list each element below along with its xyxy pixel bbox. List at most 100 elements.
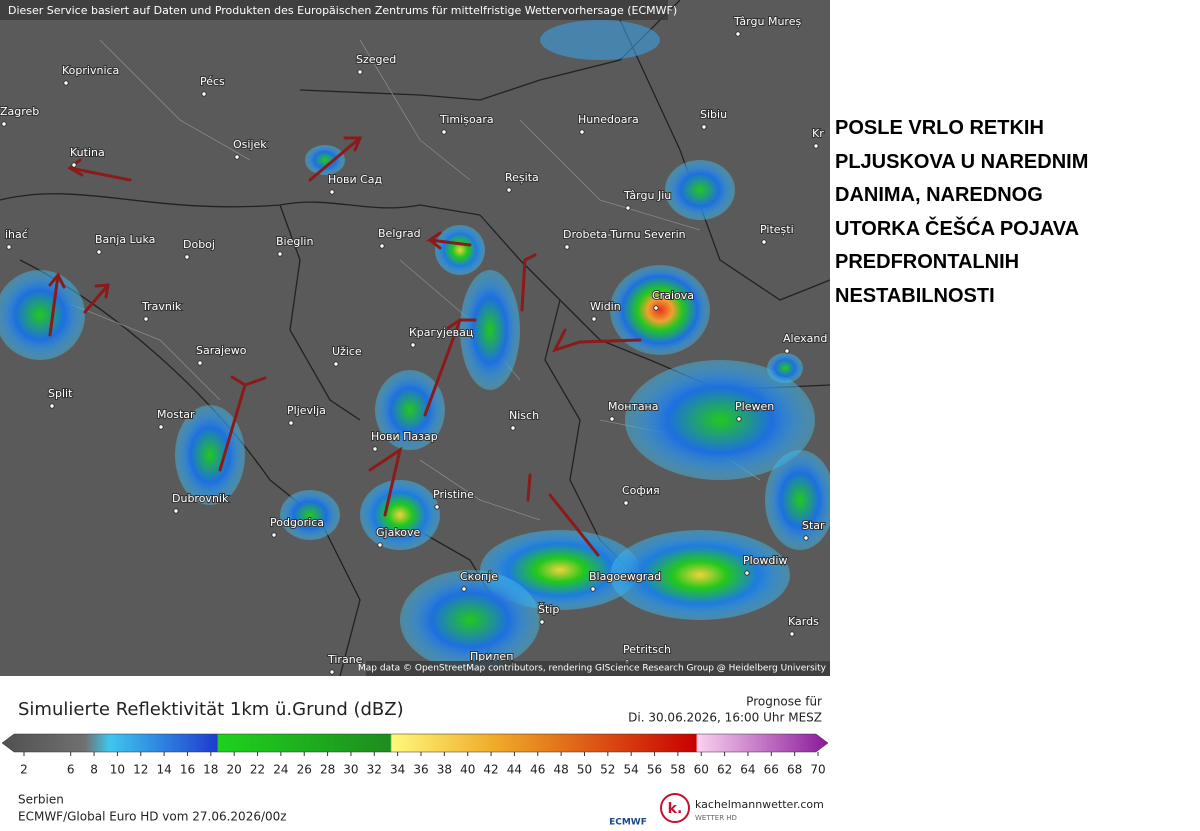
annotation-line: POSLE VRLO RETKIH [835, 117, 1044, 139]
colorbar-tick-label: 2 [20, 763, 28, 777]
colorbar-tick-label: 16 [180, 763, 195, 777]
arrows [48, 136, 642, 557]
city-label: Szeged [356, 53, 396, 66]
city-dot [736, 416, 742, 422]
city-dot [410, 342, 416, 348]
city-dot [201, 91, 207, 97]
city-label: Drobeta-Turnu Severin [563, 228, 686, 241]
city-dot [461, 586, 467, 592]
forecast-label: Prognose für [746, 695, 822, 709]
arrow [67, 158, 132, 182]
city-dot [803, 535, 809, 541]
city-dot [379, 243, 385, 249]
city-dot [329, 669, 335, 675]
precip-cell [665, 160, 735, 220]
city-label: ihać [5, 228, 28, 241]
city-label: Reșita [505, 171, 539, 184]
city-label: Kr [812, 127, 824, 140]
city-dot [701, 124, 707, 130]
precip-cells [0, 20, 830, 670]
arrow [83, 283, 110, 314]
precip-cell [175, 405, 245, 505]
colorbar-tick-label: 40 [460, 763, 475, 777]
city-dot [377, 542, 383, 548]
precip-cell [360, 480, 440, 550]
precip-cell [765, 450, 830, 550]
colorbar-tick-label: 20 [227, 763, 242, 777]
arrow [218, 375, 267, 472]
city-label: Štip [538, 603, 559, 616]
city-label: Travnik [141, 300, 182, 313]
precip-cell [305, 145, 345, 175]
city-label: Koprivnica [62, 64, 119, 77]
city-label: Star [802, 519, 825, 532]
site-sub: WETTER HD [695, 814, 737, 822]
city-label: Mostar [157, 408, 195, 421]
city-dot [735, 31, 741, 37]
city-label: Pljevlja [287, 404, 326, 417]
city-dot [271, 532, 277, 538]
colorbar-tick-label: 8 [90, 763, 98, 777]
colorbar-tick-label: 10 [110, 763, 125, 777]
city-dot [591, 316, 597, 322]
city-dot [357, 69, 363, 75]
region: Serbien [18, 793, 64, 807]
colorbar-tick-label: 48 [553, 763, 568, 777]
arrow [552, 328, 642, 353]
city-label: Нови Пазар [371, 430, 438, 443]
precip-cell [435, 225, 485, 275]
colorbar-tick-label: 12 [133, 763, 148, 777]
city-dot [143, 316, 149, 322]
city-label: Tirane [327, 653, 363, 666]
precip-cell [610, 530, 790, 620]
city-dot [784, 348, 790, 354]
colorbar-tick-label: 6 [67, 763, 75, 777]
header: Dieser Service basiert auf Daten und Pro… [8, 4, 677, 17]
city-dot [6, 244, 12, 250]
city-label: Прилеп [470, 650, 513, 663]
site-logo [660, 793, 690, 823]
city-label: Hunedoara [578, 113, 639, 126]
colorbar-tick-label: 18 [203, 763, 218, 777]
header-bg [0, 0, 668, 20]
colorbar-tick-label: 28 [320, 763, 335, 777]
arrow [368, 446, 403, 517]
colorbar-ticks: 2 6 8 10 12 14 16 18 20 22 24 26 28 30 32 34 36 38 40 42 44 4… [20, 752, 826, 777]
colorbar-tick-label: 56 [647, 763, 662, 777]
arrow [423, 318, 477, 417]
city-dot [372, 446, 378, 452]
precip-cell [280, 490, 340, 540]
city-dot [158, 424, 164, 430]
precip-cell [625, 360, 815, 480]
city-label: Petritsch [623, 643, 671, 656]
city-dot [96, 249, 102, 255]
colorbar-tick-label: 32 [367, 763, 382, 777]
arrow [520, 253, 537, 312]
city-dot [288, 420, 294, 426]
colorbar [1, 733, 829, 753]
colorbar-tick-label: 62 [717, 763, 732, 777]
precip-cell [540, 20, 660, 60]
city-dot [539, 619, 545, 625]
precip-cell [375, 370, 445, 450]
legend: Simulierte Reflektivität 1km ü.Grund (dB… [1, 695, 829, 828]
colorbar-tick-label: 50 [577, 763, 592, 777]
colorbar-tick-label: 42 [483, 763, 498, 777]
city-label: Dubrovnik [172, 492, 229, 505]
colorbar-tick-label: 64 [740, 763, 755, 777]
city-label: Craiova [652, 289, 694, 302]
city-dot [579, 129, 585, 135]
border [279, 204, 361, 421]
city-dot [590, 586, 596, 592]
arrow [48, 272, 66, 337]
city-label: Kards [788, 615, 819, 628]
city-dot [653, 305, 659, 311]
city-label: Nisch [509, 409, 539, 422]
city-label: Užice [332, 345, 362, 358]
city-dot [1, 121, 7, 127]
city-labels: Koprivnica Pécs Szeged Târgu Mureș Zagreb Osi… [0, 14, 828, 675]
precip-cell [400, 570, 540, 670]
colorbar-tick-label: 30 [343, 763, 358, 777]
city-dot [49, 403, 55, 409]
